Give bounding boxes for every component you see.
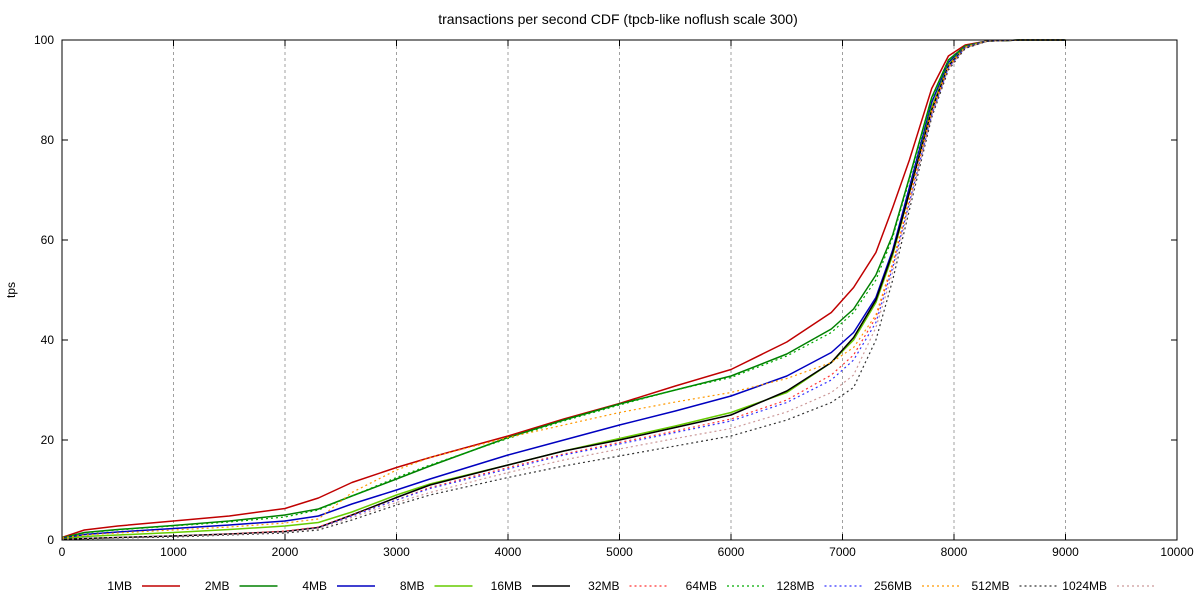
legend-label-256mb: 256MB <box>874 579 912 593</box>
legend-label-64mb: 64MB <box>686 579 717 593</box>
series-line-8mb <box>61 39 1066 540</box>
x-tick-label: 5000 <box>606 545 633 559</box>
series-line-256mb <box>61 39 1066 539</box>
x-tick-label: 10000 <box>1160 545 1194 559</box>
series-line-2mb <box>61 39 1066 539</box>
series-line-32mb <box>61 39 1066 541</box>
series-line-1mb <box>61 39 1066 539</box>
y-tick-label: 100 <box>34 33 54 47</box>
y-tick-label: 20 <box>41 433 55 447</box>
x-tick-label: 8000 <box>941 545 968 559</box>
series-line-1024mb <box>61 39 1066 541</box>
x-tick-label: 9000 <box>1052 545 1079 559</box>
x-tick-label: 4000 <box>495 545 522 559</box>
legend-label-2mb: 2MB <box>205 579 230 593</box>
x-tick-label: 1000 <box>160 545 187 559</box>
series-line-4mb <box>61 39 1066 540</box>
y-axis-label: tps <box>4 282 18 298</box>
legend-label-512mb: 512MB <box>971 579 1009 593</box>
legend-label-1024mb: 1024MB <box>1062 579 1107 593</box>
x-tick-label: 0 <box>59 545 66 559</box>
x-tick-label: 6000 <box>718 545 745 559</box>
chart-title: transactions per second CDF (tpcb-like n… <box>438 11 798 27</box>
y-tick-label: 60 <box>41 233 55 247</box>
y-tick-label: 0 <box>47 533 54 547</box>
x-tick-label: 7000 <box>829 545 856 559</box>
y-tick-label: 40 <box>41 333 55 347</box>
x-tick-label: 3000 <box>383 545 410 559</box>
grid-lines <box>173 40 1066 540</box>
legend-label-32mb: 32MB <box>588 579 619 593</box>
legend-label-1mb: 1MB <box>107 579 132 593</box>
legend-label-128mb: 128MB <box>776 579 814 593</box>
axis-ticks: 0 1000 2000 3000 4000 5000 6000 7000 8000 9000 100… <box>34 33 1194 559</box>
legend: 1MB 2MB 4MB 8MB 16MB 32MB 64MB 128MB 256MB 512MB 1… <box>107 579 1155 593</box>
series-line-512mb <box>61 39 1066 541</box>
series-line-128mb <box>61 39 1066 541</box>
legend-label-4mb: 4MB <box>302 579 327 593</box>
series-line-16mb <box>61 39 1066 541</box>
legend-label-16mb: 16MB <box>491 579 522 593</box>
x-tick-label: 2000 <box>272 545 299 559</box>
series-line-64mb <box>61 39 1066 539</box>
legend-label-8mb: 8MB <box>400 579 425 593</box>
y-tick-label: 80 <box>41 133 55 147</box>
series-lines <box>61 39 1066 541</box>
